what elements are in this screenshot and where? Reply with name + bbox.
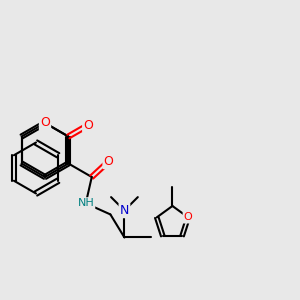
Text: N: N (120, 204, 129, 217)
Text: O: O (40, 116, 50, 130)
Text: O: O (104, 155, 113, 168)
Text: O: O (184, 212, 193, 222)
Text: NH: NH (77, 198, 94, 208)
Text: O: O (83, 118, 93, 131)
